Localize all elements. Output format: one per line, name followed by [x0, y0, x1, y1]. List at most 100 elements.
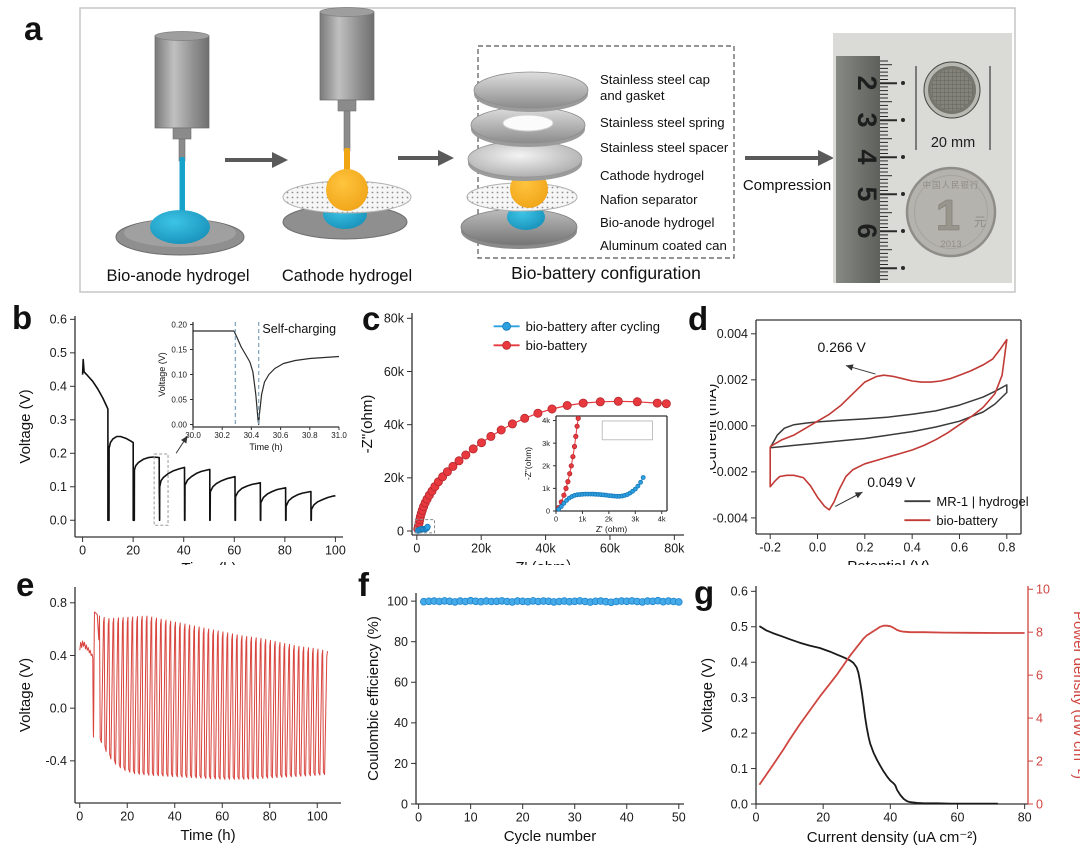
- svg-text:20: 20: [816, 811, 830, 825]
- svg-text:20: 20: [120, 810, 134, 824]
- svg-text:20: 20: [516, 811, 530, 825]
- svg-text:60k: 60k: [384, 365, 405, 379]
- series-bio-battery: [413, 396, 671, 534]
- svg-text:0.05: 0.05: [171, 395, 187, 404]
- svg-text:0.1: 0.1: [731, 762, 748, 776]
- x-axis-label: Time (h): [180, 827, 235, 844]
- annotation-text: Self-charging: [262, 322, 336, 336]
- svg-text:80k: 80k: [384, 312, 405, 326]
- svg-text:0.000: 0.000: [717, 419, 748, 433]
- svg-text:2: 2: [1036, 754, 1043, 768]
- photo-coin-cell: 2 3 4 5 6 20 mm 中国人民银行 1 元 2013: [833, 33, 1012, 283]
- annotation-dashrect: [414, 519, 436, 534]
- svg-text:0: 0: [753, 811, 760, 825]
- svg-text:100: 100: [325, 544, 346, 558]
- svg-text:40k: 40k: [384, 418, 405, 432]
- svg-text:20k: 20k: [384, 471, 405, 485]
- svg-text:0.0: 0.0: [731, 797, 748, 811]
- legend: MR-1 | hydrogel bio-battery: [904, 494, 1029, 528]
- svg-text:8: 8: [1036, 626, 1043, 640]
- svg-text:0.8: 0.8: [50, 596, 67, 610]
- compression-label: Compression: [743, 177, 831, 194]
- panel-a-border: [79, 7, 1016, 293]
- svg-text:0.4: 0.4: [903, 541, 920, 555]
- chart-b-voltage-vs-time: 0 20 40 60 80 100 0.0 0.1 0.2 0.3 0.4 0.5 0.6 Time (h…: [17, 313, 347, 565]
- x-axis-label: Z' (ohm）: [515, 559, 580, 565]
- legend-label: bio-battery: [936, 513, 998, 528]
- svg-text:0.20: 0.20: [171, 320, 187, 329]
- series-self-charging-detail: [193, 330, 340, 426]
- svg-text:20: 20: [126, 544, 140, 558]
- series-after-cycling-inset: [556, 475, 646, 512]
- x-axis-label: Time (h): [181, 560, 236, 565]
- chart-axes: 0 20 40 60 80 0.0 0.1 0.2 0.3 0.4 0.5 0.6 0 2 4 6 8 10: [731, 583, 1050, 825]
- svg-text:0: 0: [76, 810, 83, 824]
- svg-text:100: 100: [387, 594, 408, 608]
- svg-text:0.10: 0.10: [171, 370, 187, 379]
- legend: bio-battery after cycling bio-battery: [493, 319, 660, 353]
- chart-axes: 0 10 20 30 40 50 0 20 40 60 80 100: [387, 593, 686, 825]
- svg-text:0.4: 0.4: [50, 380, 67, 394]
- ruler-number: 6: [852, 223, 882, 238]
- svg-text:3k: 3k: [631, 515, 639, 524]
- ruler-number: 3: [852, 112, 882, 127]
- panel-label-c: c: [362, 300, 381, 337]
- y-axis-label: -Z"(ohm): [360, 395, 376, 454]
- bio-anode-caption: Bio-anode hydrogel: [106, 267, 249, 285]
- svg-text:60k: 60k: [600, 542, 621, 556]
- series-coulombic-efficiency: [420, 596, 683, 607]
- chart-f-coulombic-efficiency: 0 10 20 30 40 50 0 20 40 60 80 100 Cycle number Coulo…: [365, 593, 686, 845]
- svg-text:0.4: 0.4: [731, 656, 748, 670]
- ruler-number: 4: [852, 149, 882, 164]
- stack-labels: Stainless steel cap and gasket Stainless…: [600, 72, 729, 253]
- chart-g-polarization-power: 0 20 40 60 80 0.0 0.1 0.2 0.3 0.4 0.5 0.6 0 2 4 6 8 10 Cur…: [699, 583, 1080, 846]
- svg-text:2k: 2k: [605, 515, 613, 524]
- ruler-ticks: [880, 60, 905, 280]
- series-polarization-voltage: [758, 625, 998, 805]
- scale-label: 20 mm: [931, 135, 975, 151]
- stack-label-spring: Stainless steel spring: [600, 115, 725, 130]
- chart-axes: 0 1k 2k 3k 4k 0 1k 2k 3k 4k: [542, 415, 668, 524]
- svg-text:40k: 40k: [536, 542, 557, 556]
- svg-text:0: 0: [397, 524, 404, 538]
- annotation-rect: [601, 420, 653, 441]
- ruler-number: 2: [852, 75, 882, 90]
- arrow-right-icon: [398, 150, 454, 166]
- y-axis-label: Voltage (V): [157, 352, 167, 397]
- svg-text:10: 10: [464, 811, 478, 825]
- x-axis-label: Potential (V): [847, 558, 930, 565]
- svg-text:1k: 1k: [578, 515, 586, 524]
- coin-unit: 元: [974, 215, 986, 229]
- coin-value: 1: [936, 191, 960, 240]
- stack-label-cap-1: Stainless steel cap: [600, 72, 710, 87]
- blue-stream: [179, 157, 185, 215]
- bio-anode-hydrogel-drop: [150, 210, 210, 244]
- arrow-right-icon: [225, 152, 288, 168]
- stack-label-nafion: Nafion separator: [600, 192, 698, 207]
- svg-text:0.6: 0.6: [951, 541, 968, 555]
- svg-text:80: 80: [394, 635, 408, 649]
- ruler-numbers: 2 3 4 5 6: [852, 75, 882, 238]
- svg-text:50: 50: [672, 811, 686, 825]
- x-axis-label: Z' (ohm): [596, 524, 628, 534]
- svg-text:0: 0: [1036, 797, 1043, 811]
- svg-text:20k: 20k: [471, 542, 492, 556]
- chart-axes: 0 20k 40k 60k 80k 0 20k 40k 60k 80k: [384, 312, 685, 556]
- legend-label: bio-battery after cycling: [526, 319, 660, 334]
- svg-text:0.2: 0.2: [50, 447, 67, 461]
- chart-axes: -0.2 0.0 0.2 0.4 0.6 0.8 -0.004 -0.002 0.000 0.00…: [713, 319, 1022, 555]
- stack-label-cathode: Cathode hydrogel: [600, 168, 704, 183]
- ruler: [836, 56, 880, 283]
- svg-text:0.004: 0.004: [717, 327, 748, 341]
- svg-text:30.8: 30.8: [302, 431, 318, 440]
- x-axis-label: Current density (uA cm⁻²): [807, 829, 977, 846]
- svg-text:0.049 V: 0.049 V: [867, 474, 916, 490]
- series-bio-battery-after-cycling: [414, 523, 431, 534]
- series-power-density: [758, 624, 1025, 786]
- svg-text:6: 6: [1036, 669, 1043, 683]
- cathode-dispenser: [282, 7, 412, 240]
- y-axis-label: Voltage (V): [699, 658, 716, 732]
- panel-label-b: b: [12, 299, 33, 336]
- series-cycling-voltage: [79, 611, 328, 780]
